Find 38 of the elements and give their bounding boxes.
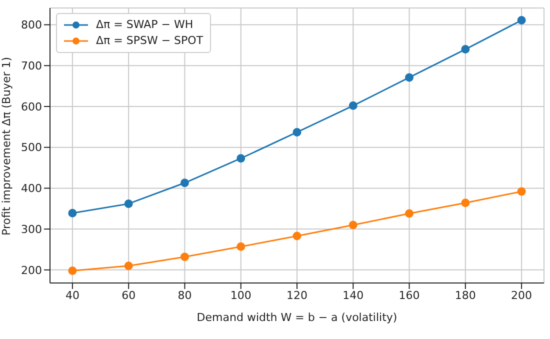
y-tick-label: 300	[21, 222, 42, 236]
x-tick-label: 200	[511, 288, 532, 302]
x-tick-label: 100	[230, 288, 252, 302]
point	[461, 45, 470, 54]
point	[405, 209, 414, 218]
point	[180, 178, 189, 188]
x-tick-label: 180	[454, 288, 476, 302]
point	[124, 262, 133, 270]
y-tick-label: 500	[21, 141, 42, 154]
y-tick-label: 400	[21, 182, 42, 196]
point	[405, 73, 414, 82]
y-tick-label: 600	[21, 100, 42, 114]
point	[517, 16, 526, 25]
y-tick-label: 200	[21, 264, 42, 277]
point	[517, 187, 526, 196]
point	[461, 198, 470, 208]
point	[348, 101, 358, 110]
x-axis-title: Demand width W = b − a (volatility)	[196, 311, 398, 324]
point	[348, 220, 358, 230]
x-tick-label: 160	[398, 288, 420, 302]
x-tick-label: 80	[178, 288, 192, 302]
point	[292, 232, 302, 240]
point	[236, 154, 246, 163]
legend-label: Δπ = SPSW − SPOT	[96, 33, 204, 49]
legend-label: Δπ = SWAP − WH	[96, 17, 194, 33]
x-tick-label: 140	[342, 288, 364, 302]
x-tick-label: 60	[122, 288, 136, 302]
point	[68, 208, 77, 218]
point	[236, 242, 246, 251]
point	[180, 252, 189, 262]
y-tick-label: 800	[21, 18, 42, 32]
x-tick-label: 120	[286, 288, 308, 302]
point	[292, 128, 302, 136]
x-tick-label: 40	[65, 288, 80, 302]
point	[68, 266, 77, 275]
y-tick-label: 700	[21, 60, 42, 73]
point	[124, 199, 133, 208]
y-axis-title: Profit improvement Δπ (Buyer 1)	[0, 56, 13, 236]
